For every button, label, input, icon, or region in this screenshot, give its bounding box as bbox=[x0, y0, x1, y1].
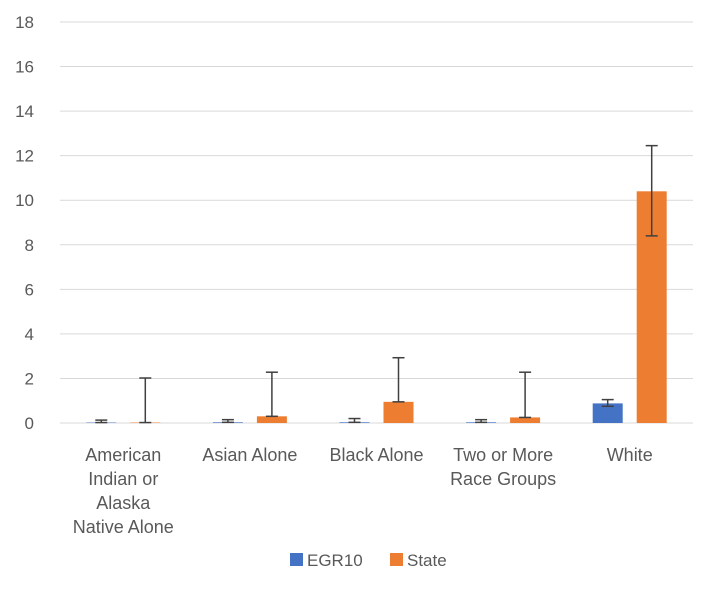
y-tick-label-16: 16 bbox=[15, 58, 34, 77]
x-tick-label-0: American Indian or Alaska Native Alone bbox=[73, 445, 174, 537]
x-tick-label-4: White bbox=[607, 445, 653, 465]
legend: EGR10 State bbox=[290, 551, 447, 570]
y-tick-label-10: 10 bbox=[15, 191, 34, 210]
y-tick-label-12: 12 bbox=[15, 147, 34, 166]
y-axis-ticks: 0 2 4 6 8 10 12 14 16 18 bbox=[15, 13, 34, 433]
gridlines bbox=[60, 21, 693, 424]
x-tick-label-1: Asian Alone bbox=[202, 445, 297, 465]
bar-state-3 bbox=[510, 417, 541, 423]
y-tick-label-14: 14 bbox=[15, 102, 34, 121]
bar-state-2 bbox=[383, 401, 414, 423]
bars bbox=[86, 191, 667, 423]
bar-egr10-4 bbox=[592, 403, 623, 423]
legend-label-state: State bbox=[407, 551, 447, 570]
legend-swatch-state bbox=[390, 553, 403, 566]
x-tick-label-2: Black Alone bbox=[329, 445, 423, 465]
bar-state-1 bbox=[256, 416, 287, 423]
y-tick-label-0: 0 bbox=[25, 414, 34, 433]
x-axis-labels: American Indian or Alaska Native Alone Asian… bbox=[73, 445, 653, 537]
y-tick-label-18: 18 bbox=[15, 13, 34, 32]
y-tick-label-2: 2 bbox=[25, 369, 34, 388]
y-tick-label-6: 6 bbox=[25, 280, 34, 299]
y-tick-label-8: 8 bbox=[25, 236, 34, 255]
legend-swatch-egr10 bbox=[290, 553, 303, 566]
legend-label-egr10: EGR10 bbox=[307, 551, 363, 570]
error-bars bbox=[95, 144, 658, 424]
y-tick-label-4: 4 bbox=[25, 325, 34, 344]
x-tick-label-3: Two or More Race Groups bbox=[450, 445, 556, 489]
